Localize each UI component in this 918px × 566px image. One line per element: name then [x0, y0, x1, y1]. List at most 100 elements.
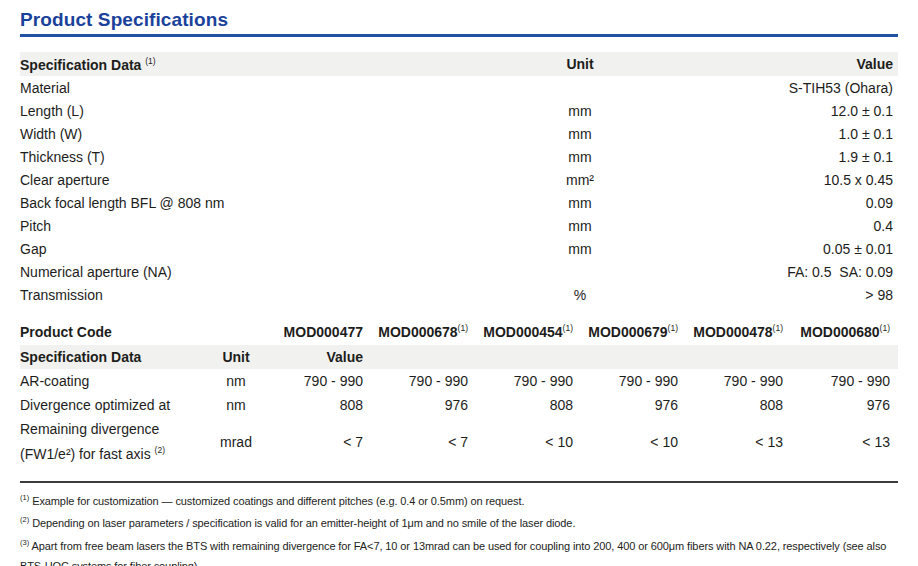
spec-label-line2-text: (FW1/e²) for fast axis	[20, 446, 151, 462]
spec-value: 0.4	[680, 214, 898, 237]
spec-label: Divergence optimized at	[20, 393, 206, 417]
spec-data-header: Specification Data (1)	[20, 52, 480, 76]
spec-label: Transmission	[20, 283, 480, 306]
spec-value: 790 - 990	[476, 369, 581, 393]
spec-value: 976	[371, 393, 476, 417]
spec-value: FA: 0.5 SA: 0.09	[680, 260, 898, 283]
spec-label: Numerical aperture (NA)	[20, 260, 480, 283]
footnote-text: Depending on laser parameters / specific…	[32, 517, 575, 529]
footnote-marker: (3)	[20, 538, 29, 547]
product-code-text: MOD000477	[284, 324, 363, 340]
spec-label: AR-coating	[20, 369, 206, 393]
spec-label: Gap	[20, 237, 480, 260]
footnote-marker: (2)	[20, 515, 29, 524]
product-code-footnote-marker: (1)	[668, 323, 678, 333]
product-code-text: MOD000454	[483, 324, 562, 340]
spec-unit: mm	[480, 237, 680, 260]
footnotes-section: (1) Example for customization — customiz…	[20, 488, 898, 566]
spec-unit: mm	[480, 145, 680, 168]
product-code-footnote-marker: (1)	[773, 323, 783, 333]
table-row: Divergence optimized at nm 808 976 808 9…	[20, 393, 898, 417]
product-code-text: MOD000678	[378, 324, 457, 340]
spec-data-header-footnote-marker: (1)	[145, 56, 155, 66]
spec-value: < 13	[686, 417, 791, 468]
table-row: Length (L) mm 12.0 ± 0.1	[20, 99, 898, 122]
table-row: Clear aperture mm² 10.5 x 0.45	[20, 168, 898, 191]
product-code: MOD000679(1)	[581, 318, 686, 345]
spec-label: Width (W)	[20, 122, 480, 145]
table-row: Transmission % > 98	[20, 283, 898, 306]
spec-value: 808	[266, 393, 371, 417]
spec-unit: mm	[480, 122, 680, 145]
datasheet-page: Product Specifications Specification Dat…	[0, 9, 918, 566]
empty-cell	[791, 345, 898, 369]
footnote-text: Apart from free beam lasers the BTS with…	[20, 540, 886, 566]
spec-value: 790 - 990	[581, 369, 686, 393]
spec-value: < 7	[266, 417, 371, 468]
spec-label: Clear aperture	[20, 168, 480, 191]
spec-value: 790 - 990	[371, 369, 476, 393]
spec-unit: mrad	[206, 417, 266, 468]
product-code-table: Product Code MOD000477 MOD000678(1) MOD0…	[20, 318, 898, 468]
product-table-header-row: Specification Data Unit Value	[20, 345, 898, 369]
spec-unit: nm	[206, 369, 266, 393]
empty-cell	[686, 345, 791, 369]
product-code: MOD000680(1)	[791, 318, 898, 345]
unit-header: Unit	[206, 345, 266, 369]
product-code-text: MOD000478	[693, 324, 772, 340]
spec-value: < 10	[581, 417, 686, 468]
spec-label-line2: (FW1/e²) for fast axis (2)	[20, 440, 206, 465]
spec-value: 808	[476, 393, 581, 417]
spec-value: > 98	[680, 283, 898, 306]
unit-header: Unit	[480, 52, 680, 76]
spec-unit: %	[480, 283, 680, 306]
table-row: Gap mm 0.05 ± 0.01	[20, 237, 898, 260]
spec-label: Pitch	[20, 214, 480, 237]
spec-value: 790 - 990	[791, 369, 898, 393]
spec-data-header: Specification Data	[20, 345, 206, 369]
product-code: MOD000478(1)	[686, 318, 791, 345]
footnote-text: Example for customization — customized c…	[32, 494, 524, 506]
table-row: Pitch mm 0.4	[20, 214, 898, 237]
product-code-footnote-marker: (1)	[563, 323, 573, 333]
table-row: AR-coating nm 790 - 990 790 - 990 790 - …	[20, 369, 898, 393]
spec-value: S-TIH53 (Ohara)	[680, 76, 898, 99]
spec-unit: mm	[480, 214, 680, 237]
spec-value: < 10	[476, 417, 581, 468]
table-row: Material S-TIH53 (Ohara)	[20, 76, 898, 99]
spec-label-line1: Remaining divergence	[20, 419, 206, 440]
product-code: MOD000678(1)	[371, 318, 476, 345]
product-code-text: MOD000679	[588, 324, 667, 340]
specification-table: Specification Data (1) Unit Value Materi…	[20, 52, 898, 306]
spec-unit: mm	[480, 191, 680, 214]
empty-cell	[371, 345, 476, 369]
spec-value: 1.0 ± 0.1	[680, 122, 898, 145]
spec-unit: mm²	[480, 168, 680, 191]
title-underline-rule	[20, 34, 898, 37]
spec-label: Material	[20, 76, 480, 99]
value-header: Value	[266, 345, 371, 369]
footnote-divider-rule	[20, 481, 898, 483]
spec-value: 976	[791, 393, 898, 417]
spec-value: 976	[581, 393, 686, 417]
product-code-footnote-marker: (1)	[880, 323, 890, 333]
spec-value: 790 - 990	[266, 369, 371, 393]
footnote: (3) Apart from free beam lasers the BTS …	[20, 533, 898, 566]
product-code: MOD000477	[266, 318, 371, 345]
spec-value: 12.0 ± 0.1	[680, 99, 898, 122]
table-row: Remaining divergence (FW1/e²) for fast a…	[20, 417, 898, 468]
product-code-row: Product Code MOD000477 MOD000678(1) MOD0…	[20, 318, 898, 345]
table-row: Numerical aperture (NA) FA: 0.5 SA: 0.09	[20, 260, 898, 283]
footnote-marker: (1)	[20, 493, 29, 502]
spec-unit	[480, 76, 680, 99]
spec-value: < 13	[791, 417, 898, 468]
spec-value: 790 - 990	[686, 369, 791, 393]
spec-label: Remaining divergence (FW1/e²) for fast a…	[20, 417, 206, 468]
page-title: Product Specifications	[20, 9, 898, 31]
spec-label-footnote-marker: (2)	[155, 445, 165, 455]
spec-value: 1.9 ± 0.1	[680, 145, 898, 168]
spec-value: 0.05 ± 0.01	[680, 237, 898, 260]
product-code-text: MOD000680	[800, 324, 879, 340]
spec-value: < 7	[371, 417, 476, 468]
spec-value: 808	[686, 393, 791, 417]
